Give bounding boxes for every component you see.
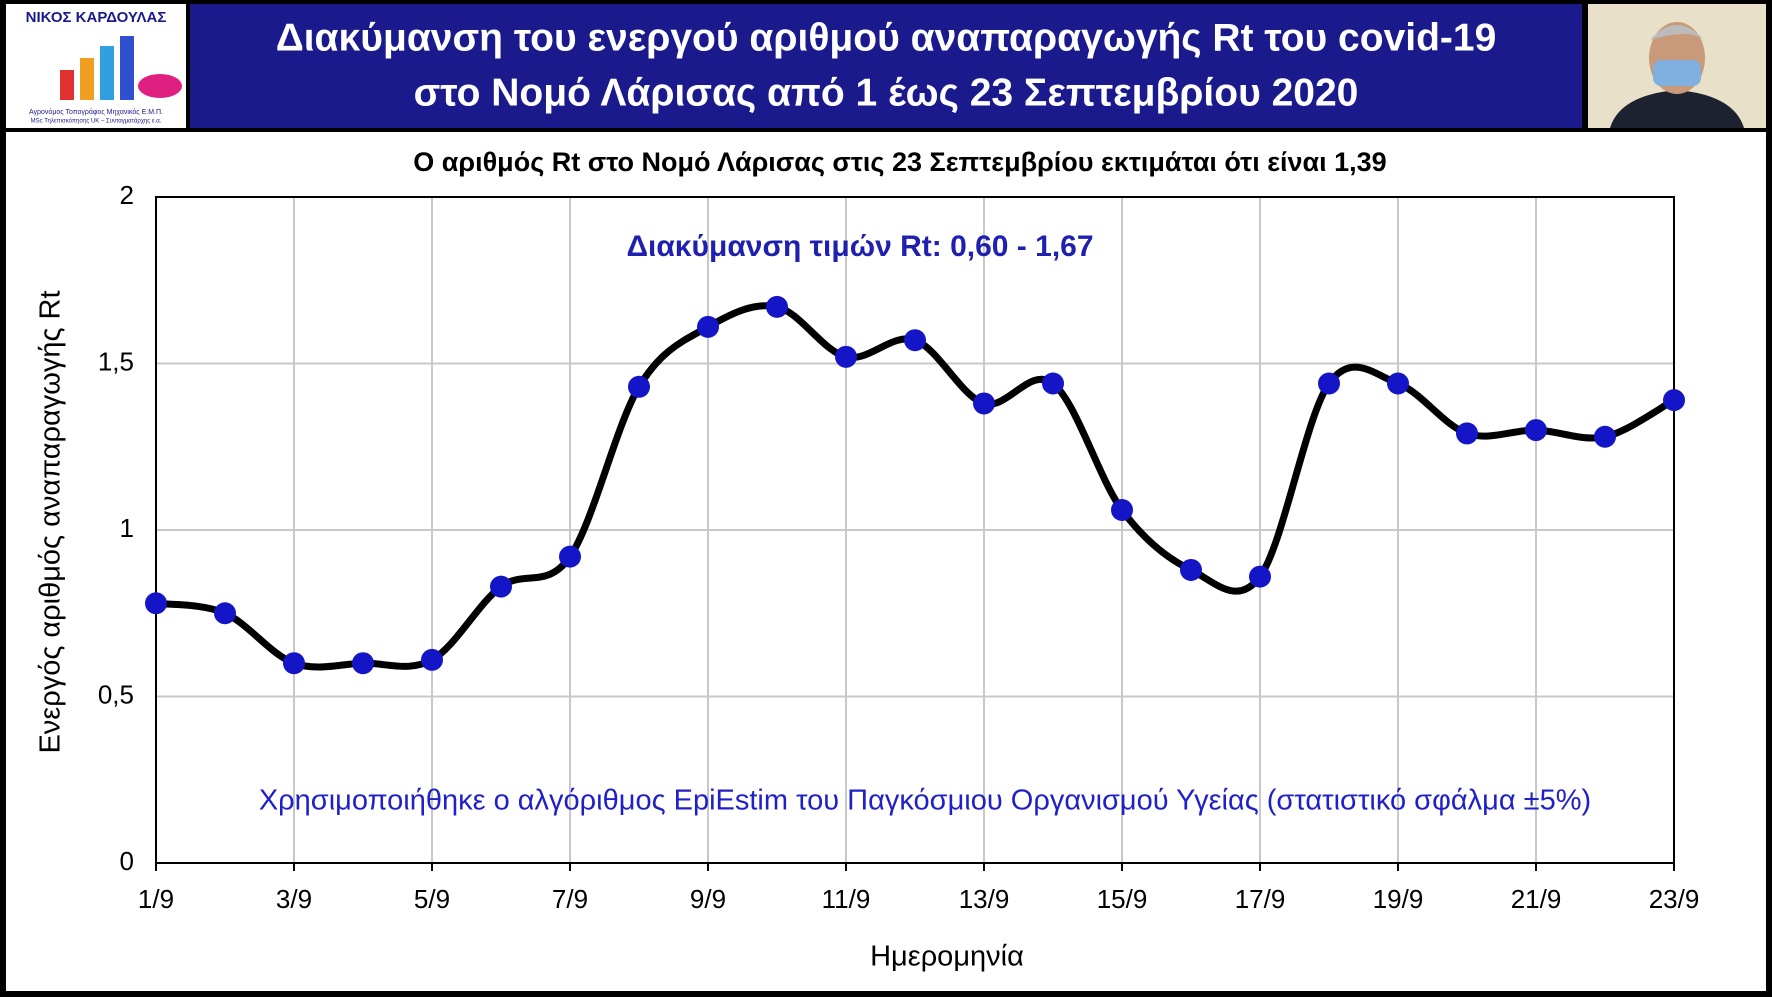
logo: ΝΙΚΟΣ ΚΑΡΔΟΥΛΑΣ Αγρονόμος Τοπογράφος Μηχ… xyxy=(6,4,186,128)
x-tick-label: 21/9 xyxy=(1511,884,1562,914)
x-tick-label: 23/9 xyxy=(1649,884,1700,914)
photo xyxy=(1588,4,1766,128)
x-tick-label: 15/9 xyxy=(1097,884,1148,914)
y-tick-label: 1 xyxy=(120,513,134,543)
marker xyxy=(1180,558,1202,581)
logo-text: Αγρονόμος Τοπογράφος Μηχανικός Ε.Μ.Π. xyxy=(29,108,163,116)
annotation: Διακύμανση τιμών Rt: 0,60 - 1,67 xyxy=(626,230,1093,263)
marker xyxy=(214,602,236,625)
logo-pie xyxy=(138,74,182,98)
photo-hair xyxy=(1650,25,1704,40)
marker xyxy=(766,295,788,318)
y-tick-label: 2 xyxy=(120,180,134,210)
logo-box xyxy=(6,4,186,128)
marker xyxy=(697,315,719,338)
marker xyxy=(628,375,650,398)
y-tick-label: 1,5 xyxy=(98,346,134,376)
x-tick-label: 11/9 xyxy=(822,884,871,914)
annotation: Χρησιμοποιήθηκε ο αλγόριθμος EpiEstim το… xyxy=(259,785,1591,817)
chart-title: στο Νομό Λάρισας από 1 έως 23 Σεπτεμβρίο… xyxy=(414,71,1359,114)
title-band xyxy=(190,4,1582,128)
x-axis-label: Ημερομηνία xyxy=(870,941,1024,973)
photo-mask xyxy=(1653,60,1701,86)
plot-border xyxy=(155,196,1675,864)
x-tick-label: 17/9 xyxy=(1235,884,1286,914)
marker xyxy=(1594,425,1616,448)
marker xyxy=(835,345,857,368)
x-tick-label: 13/9 xyxy=(959,884,1010,914)
x-tick-label: 7/9 xyxy=(552,884,588,914)
logo-text: MSc Τηλεπισκόπησης UK – Συνταγματάρχης ε… xyxy=(31,118,162,125)
logo-name: ΝΙΚΟΣ ΚΑΡΔΟΥΛΑΣ xyxy=(26,9,167,26)
marker xyxy=(490,575,512,598)
x-tick-label: 3/9 xyxy=(276,884,312,914)
marker xyxy=(421,648,443,671)
logo-bar xyxy=(100,46,114,100)
logo-bar xyxy=(80,58,94,100)
chart-panel xyxy=(6,132,1766,991)
marker xyxy=(1111,499,1133,522)
photo-body xyxy=(1610,90,1744,128)
marker xyxy=(973,392,995,415)
x-tick-label: 1/9 xyxy=(138,884,174,914)
y-axis-label: Ενεργός αριθμός αναπαραγωγής Rt xyxy=(35,290,67,753)
marker xyxy=(1663,389,1685,412)
marker xyxy=(283,652,305,675)
x-tick-label: 19/9 xyxy=(1373,884,1424,914)
logo-bar xyxy=(60,70,74,100)
chart-subtitle: Ο αριθμός Rt στο Νομό Λάρισας στις 23 Σε… xyxy=(413,147,1386,177)
x-tick-label: 5/9 xyxy=(414,884,450,914)
marker xyxy=(1042,372,1064,395)
marker xyxy=(1249,565,1271,588)
y-tick-label: 0 xyxy=(120,846,134,876)
marker xyxy=(1318,372,1340,395)
marker xyxy=(1387,372,1409,395)
marker xyxy=(145,592,167,615)
marker xyxy=(559,545,581,568)
marker xyxy=(352,652,374,675)
y-tick-label: 0,5 xyxy=(98,679,134,709)
logo-bar xyxy=(120,36,134,100)
marker xyxy=(1456,422,1478,445)
chart-title: Διακύμανση του ενεργού αριθμού αναπαραγω… xyxy=(276,16,1497,59)
x-tick-label: 9/9 xyxy=(690,884,726,914)
marker xyxy=(904,329,926,352)
marker xyxy=(1525,419,1547,442)
